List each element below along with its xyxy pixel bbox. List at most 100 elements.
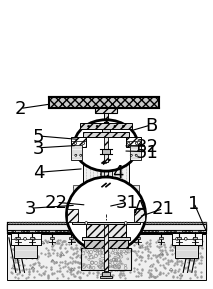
Point — [161, 263, 165, 268]
Bar — [81, 248, 131, 270]
Point — [149, 256, 152, 261]
Point — [149, 272, 152, 277]
Circle shape — [184, 238, 187, 240]
Point — [106, 255, 109, 260]
Point — [109, 269, 112, 273]
Bar — [130, 145, 140, 160]
Point — [113, 268, 117, 272]
Point — [87, 267, 91, 272]
Point — [123, 258, 126, 263]
Point — [95, 250, 99, 254]
Point — [73, 266, 76, 271]
Point — [188, 252, 191, 257]
Text: 4: 4 — [112, 164, 124, 181]
Point — [168, 244, 172, 249]
Point — [134, 238, 137, 242]
Text: 1: 1 — [188, 194, 199, 212]
Point — [190, 258, 193, 263]
Point — [176, 268, 179, 273]
Point — [151, 274, 154, 279]
Point — [163, 256, 167, 260]
Point — [167, 257, 170, 262]
Point — [30, 256, 34, 261]
Point — [155, 273, 159, 278]
Point — [88, 270, 91, 275]
Text: 3: 3 — [33, 139, 44, 157]
Ellipse shape — [66, 177, 145, 252]
Point — [34, 246, 37, 251]
Circle shape — [130, 155, 132, 157]
Point — [108, 241, 111, 246]
Point — [117, 273, 121, 278]
Point — [73, 274, 77, 279]
Point — [47, 251, 51, 255]
Point — [24, 266, 27, 271]
Point — [56, 239, 59, 244]
Point — [136, 238, 140, 243]
Bar — [7, 225, 72, 233]
Point — [155, 259, 158, 264]
Point — [155, 244, 159, 249]
Point — [71, 251, 75, 256]
Point — [176, 275, 179, 279]
Point — [103, 270, 106, 275]
Point — [199, 275, 202, 279]
Point — [166, 270, 170, 275]
Point — [164, 261, 167, 265]
Point — [123, 267, 127, 272]
Point — [29, 240, 32, 245]
Bar — [102, 272, 110, 276]
Point — [29, 241, 32, 246]
Point — [179, 263, 182, 268]
Point — [122, 268, 126, 273]
Point — [46, 273, 50, 277]
Point — [199, 270, 202, 274]
Bar — [50, 237, 54, 240]
Point — [75, 251, 78, 256]
Point — [173, 270, 176, 274]
Point — [12, 238, 16, 242]
Point — [69, 265, 72, 270]
Point — [90, 240, 93, 244]
Point — [177, 266, 180, 271]
Circle shape — [75, 155, 77, 157]
Point — [37, 263, 40, 268]
Point — [61, 274, 65, 279]
Point — [187, 247, 190, 251]
Point — [161, 271, 165, 275]
Point — [58, 244, 62, 249]
Point — [143, 259, 147, 263]
Point — [170, 251, 173, 256]
Point — [153, 275, 157, 279]
Bar — [104, 162, 108, 185]
Point — [38, 239, 41, 244]
Point — [188, 251, 191, 255]
Point — [123, 267, 127, 272]
Point — [177, 255, 180, 259]
Point — [91, 249, 94, 254]
Point — [68, 260, 71, 264]
Point — [160, 252, 164, 257]
Point — [48, 253, 51, 258]
Point — [175, 260, 179, 265]
Point — [46, 253, 49, 258]
Point — [12, 247, 15, 251]
Point — [17, 259, 20, 264]
Point — [24, 255, 28, 260]
Point — [95, 275, 99, 279]
Point — [171, 275, 175, 280]
Point — [147, 268, 151, 273]
Point — [193, 264, 197, 269]
Bar — [71, 138, 86, 147]
Point — [46, 273, 49, 278]
Point — [54, 260, 58, 264]
Point — [196, 256, 199, 260]
Point — [97, 238, 100, 242]
Point — [90, 249, 93, 254]
Point — [124, 248, 127, 253]
Point — [28, 263, 32, 268]
Point — [187, 268, 190, 273]
Point — [69, 268, 73, 273]
Point — [140, 250, 144, 255]
Point — [157, 253, 160, 257]
